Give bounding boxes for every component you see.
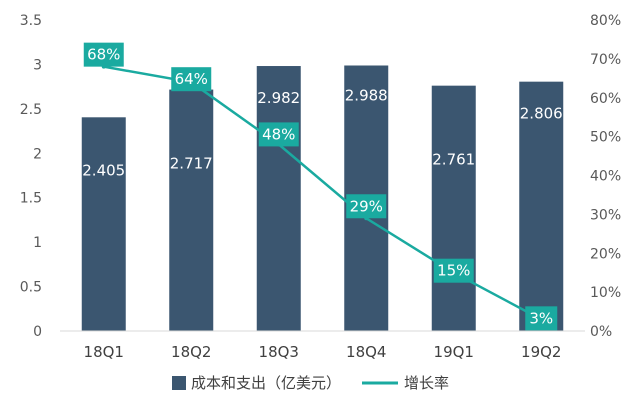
line-label-box bbox=[525, 306, 558, 331]
right-axis-tick-label: 10% bbox=[590, 285, 621, 301]
line-data-label: 68% bbox=[87, 46, 120, 64]
right-axis-tick-label: 40% bbox=[590, 169, 621, 185]
bar bbox=[169, 89, 214, 332]
bar-data-label: 2.988 bbox=[345, 86, 388, 104]
x-axis-tick-label: 18Q3 bbox=[259, 343, 299, 361]
x-axis-tick-label: 19Q2 bbox=[521, 343, 561, 361]
line-label-box bbox=[83, 42, 124, 67]
bar bbox=[256, 66, 301, 331]
bar-data-label: 2.982 bbox=[257, 89, 300, 107]
right-axis: 0% 10% 20% 30% 40% 50% 60% 70% 80% bbox=[590, 13, 621, 340]
left-axis-tick-label: 1 bbox=[33, 235, 42, 251]
left-axis-tick-label: 3.5 bbox=[20, 13, 42, 29]
left-axis-tick-label: 1.5 bbox=[20, 191, 42, 207]
bar-series bbox=[81, 65, 564, 332]
line-data-label: 3% bbox=[529, 309, 553, 327]
line-label-box bbox=[346, 194, 387, 219]
right-axis-tick-label: 0% bbox=[590, 324, 612, 340]
line-data-label: 48% bbox=[262, 125, 295, 143]
line-label-box bbox=[258, 122, 299, 147]
left-axis-tick-label: 0 bbox=[33, 324, 42, 340]
left-axis-tick-label: 2 bbox=[33, 146, 42, 162]
legend: 成本和支出（亿美元） 增长率 bbox=[172, 374, 449, 392]
bar-data-label: 2.806 bbox=[520, 105, 563, 123]
right-axis-tick-label: 60% bbox=[590, 91, 621, 107]
right-axis-tick-label: 70% bbox=[590, 52, 621, 68]
right-axis-tick-label: 80% bbox=[590, 13, 621, 29]
bar-data-label: 2.717 bbox=[170, 155, 213, 173]
left-axis: 0 0.5 1 1.5 2 2.5 3 3.5 bbox=[20, 13, 42, 340]
line-label-box bbox=[171, 67, 212, 92]
bar-data-labels: 2.405 2.717 2.982 2.988 2.761 2.806 bbox=[82, 86, 562, 179]
bar-data-label: 2.761 bbox=[432, 151, 475, 169]
left-axis-tick-label: 0.5 bbox=[20, 280, 42, 296]
line-data-label: 29% bbox=[350, 197, 383, 215]
legend-line-label: 增长率 bbox=[404, 374, 449, 392]
x-axis-tick-label: 18Q1 bbox=[84, 343, 124, 361]
legend-bar-swatch bbox=[172, 376, 186, 390]
legend-bar-label: 成本和支出（亿美元） bbox=[191, 374, 341, 392]
line-series bbox=[101, 64, 544, 322]
left-axis-tick-label: 3 bbox=[33, 57, 42, 73]
left-axis-tick-label: 2.5 bbox=[20, 102, 42, 118]
right-axis-tick-label: 30% bbox=[590, 207, 621, 223]
bar-data-label: 2.405 bbox=[82, 161, 125, 179]
x-axis-tick-label: 19Q1 bbox=[434, 343, 474, 361]
right-axis-tick-label: 50% bbox=[590, 130, 621, 146]
bar bbox=[519, 81, 564, 331]
line-data-labels: 68% 64% 48% 29% 15% 3% bbox=[83, 42, 558, 331]
right-axis-tick-label: 20% bbox=[590, 246, 621, 262]
x-axis-tick-label: 18Q4 bbox=[346, 343, 386, 361]
line-label-box bbox=[433, 258, 474, 283]
line-data-label: 64% bbox=[175, 70, 208, 88]
x-axis-tick-label: 18Q2 bbox=[171, 343, 211, 361]
bar bbox=[431, 85, 476, 331]
line-data-label: 15% bbox=[437, 262, 470, 280]
x-axis: 18Q1 18Q2 18Q3 18Q4 19Q1 19Q2 bbox=[60, 330, 585, 361]
bar bbox=[81, 117, 126, 331]
